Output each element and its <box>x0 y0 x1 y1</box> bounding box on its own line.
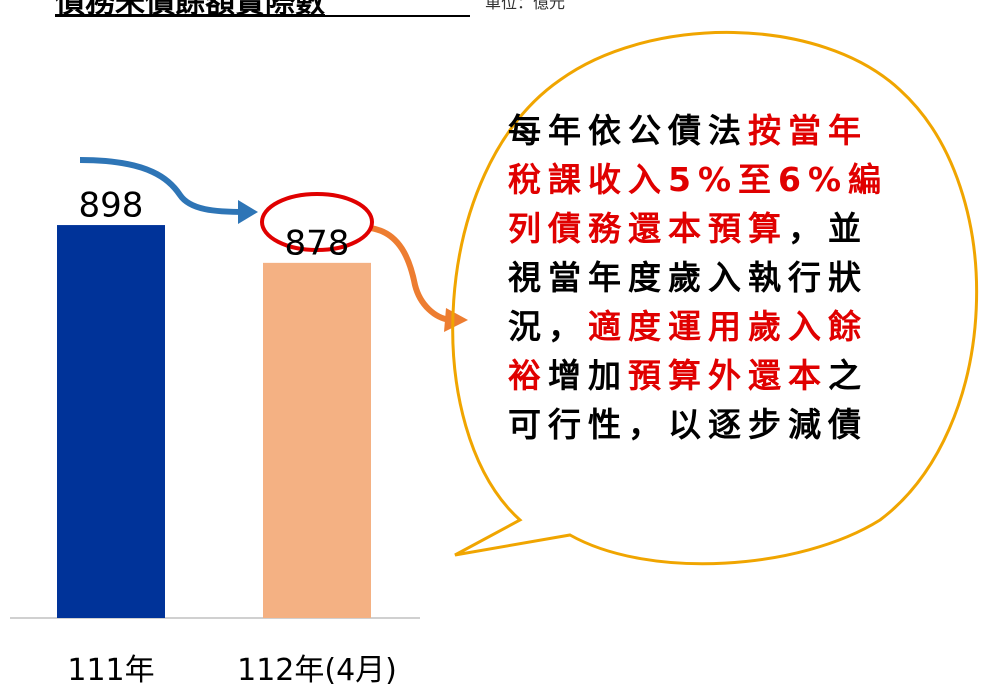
bubble-text: 可行性，以逐步減債 <box>508 405 868 444</box>
x-tick-label: 111年 <box>67 653 154 688</box>
highlight-circle <box>260 192 374 252</box>
bubble-text: 按當年 <box>748 111 868 150</box>
bubble-text: 裕 <box>508 356 548 395</box>
data-label: 898 <box>79 186 144 226</box>
speech-bubble <box>451 31 979 566</box>
bubble-line: 視當年度歲入執行狀 <box>508 258 868 297</box>
bubble-text: 適度運用歲入餘 <box>588 307 868 346</box>
bubble-line: 況，適度運用歲入餘 <box>508 307 868 346</box>
data-label: 878 <box>285 223 350 263</box>
bar <box>57 225 165 619</box>
bubble-line: 可行性，以逐步減債 <box>508 405 868 444</box>
x-tick-label: 112年(4月) <box>237 653 397 688</box>
arrow-head <box>238 200 258 224</box>
bubble-text: 視當年度歲入執行狀 <box>508 258 868 297</box>
bubble-text: 之 <box>828 356 868 395</box>
arrow <box>79 157 246 215</box>
bubble-line: 裕增加預算外還本之 <box>508 356 868 395</box>
bubble-line: 每年依公債法按當年 <box>508 111 868 150</box>
bubble-text: ，並 <box>788 209 868 248</box>
arrow-head <box>444 308 468 332</box>
chart-subtitle: 單位：億元 <box>485 0 565 12</box>
bubble-text: 況， <box>508 307 588 346</box>
bubble-text: 每年依公債法 <box>508 111 748 150</box>
bar <box>263 262 371 618</box>
bubble-text: 稅課收入5%至6%編 <box>508 160 888 199</box>
bubble-text: 列債務還本預算 <box>508 209 788 248</box>
bubble-line: 稅課收入5%至6%編 <box>508 160 888 199</box>
bubble-text: 預算外還本 <box>628 356 828 395</box>
bubble-line: 列債務還本預算，並 <box>508 209 868 248</box>
arrow <box>369 225 451 323</box>
bubble-text: 增加 <box>548 356 628 395</box>
